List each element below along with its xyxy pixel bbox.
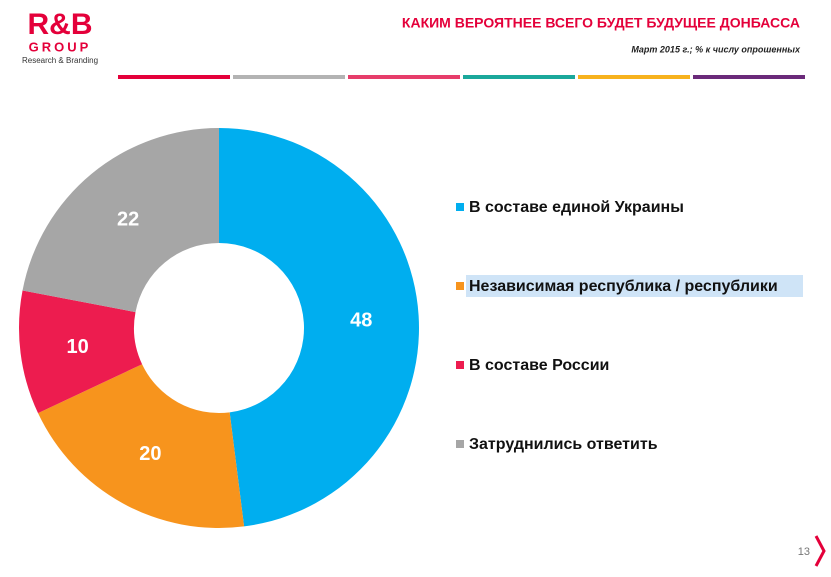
data-label: 20 [139,443,161,465]
logo-tagline: Research & Branding [22,56,98,65]
legend-label: В составе России [469,357,609,374]
data-label: 48 [350,309,372,331]
selection-highlight [466,275,803,297]
donut-slice [22,128,220,313]
stripe [233,75,345,79]
stripe [693,75,805,79]
logo-name: R&B [28,8,93,41]
chart-title: КАКИМ ВЕРОЯТНЕЕ ВСЕГО БУДЕТ БУДУЩЕЕ ДОНБ… [402,15,800,31]
donut-slice [38,364,245,528]
next-arrow [814,535,826,567]
logo-group: GROUP [29,39,92,54]
page-number: 13 [798,546,810,558]
legend-swatch [456,440,464,448]
legend-swatch [456,361,464,369]
stripe [348,75,460,79]
donut-slice [19,290,143,414]
legend-swatch [456,203,464,211]
header-stripes [118,75,805,79]
donut-slice [219,128,419,527]
legend-swatch [456,282,464,290]
data-label: 10 [66,336,88,358]
legend-label: В составе единой Украины [469,199,684,216]
stripe [578,75,690,79]
data-label: 22 [117,208,139,230]
stripe [463,75,575,79]
legend-label: Затруднились ответить [469,436,658,453]
legend-label: Независимая республика / республики [469,278,778,295]
chart-subtitle: Март 2015 г.; % к числу опрошенных [631,44,801,54]
stripe [118,75,230,79]
